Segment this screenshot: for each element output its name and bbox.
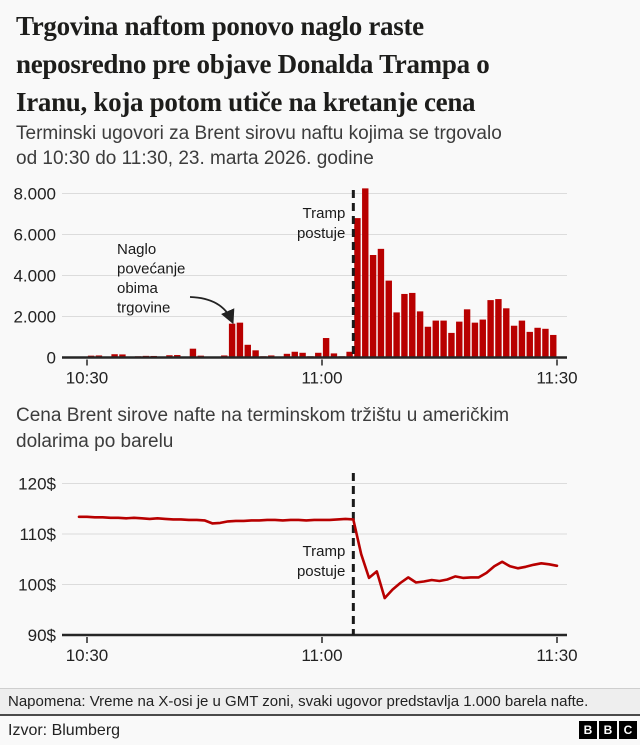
volume-bar xyxy=(409,292,416,358)
x-axis-label: 11:30 xyxy=(536,646,577,665)
footnote-text: Napomena: Vreme na X-osi je u GMT zoni, … xyxy=(8,693,589,710)
bbc-logo-letter: B xyxy=(579,721,597,739)
chart2-title-line: Cena Brent sirove nafte na terminskom tr… xyxy=(16,405,510,426)
title-line: neposredno pre objave Donalda Trampa o xyxy=(16,49,490,79)
source-row: Izvor: Blumberg B B C xyxy=(0,718,640,745)
volume-spike-label: obima xyxy=(117,280,159,297)
volume-bar xyxy=(456,321,463,358)
subtitle-line: Terminski ugovori za Brent sirovu naftu … xyxy=(16,123,502,144)
volume-bar xyxy=(330,353,338,358)
bbc-logo-letter: B xyxy=(599,721,617,739)
subtitle-line: od 10:30 do 11:30, 23. marta 2026. godin… xyxy=(16,148,374,169)
volume-bar xyxy=(244,344,251,358)
trump-posts-label: postuje xyxy=(297,225,345,242)
volume-bar xyxy=(315,352,322,358)
x-axis-label: 10:30 xyxy=(66,369,109,388)
y-axis-label: 4.000 xyxy=(13,267,56,286)
title-line: Iranu, koja potom utiče na kretanje cena xyxy=(16,87,476,117)
volume-bar xyxy=(299,352,306,358)
volume-bar xyxy=(393,312,400,358)
y-axis-label: 110$ xyxy=(19,525,56,544)
volume-chart-title: Terminski ugovori za Brent sirovu naftu … xyxy=(16,121,626,171)
volume-bar xyxy=(440,320,447,358)
chart2-title-line: dolarima po barelu xyxy=(16,431,174,452)
page-title: Trgovina naftom ponovo naglo raste nepos… xyxy=(16,7,624,121)
volume-spike-label: trgovine xyxy=(117,300,170,317)
volume-bar xyxy=(463,309,471,358)
volume-bar xyxy=(432,320,439,358)
y-axis-label: 2.000 xyxy=(13,308,56,327)
volume-bar xyxy=(526,331,533,358)
volume-bar xyxy=(377,248,385,358)
volume-bar xyxy=(291,351,298,358)
volume-bar xyxy=(424,326,432,358)
volume-bar xyxy=(362,188,369,358)
volume-bar xyxy=(550,334,557,358)
volume-bar xyxy=(495,299,502,358)
source-label: Izvor: Blumberg xyxy=(8,722,121,739)
y-axis-label: 100$ xyxy=(18,576,56,595)
volume-bar xyxy=(111,354,118,358)
volume-bar xyxy=(542,328,549,358)
volume-bar xyxy=(385,280,392,358)
y-axis-label: 0 xyxy=(47,349,56,368)
y-axis-label: 120$ xyxy=(18,475,56,494)
volume-bar xyxy=(322,338,330,358)
bbc-logo: B B C xyxy=(579,721,637,739)
volume-bar xyxy=(518,320,526,358)
volume-bar xyxy=(448,332,455,358)
volume-bar xyxy=(236,322,244,358)
footnote: Napomena: Vreme na X-osi je u GMT zoni, … xyxy=(0,688,640,716)
volume-bar xyxy=(228,323,236,358)
x-axis-label: 11:00 xyxy=(301,646,342,665)
volume-bar xyxy=(503,308,510,358)
volume-bar xyxy=(252,350,259,358)
title-line: Trgovina naftom ponovo naglo raste xyxy=(16,11,424,41)
volume-bar xyxy=(471,322,479,358)
volume-bar-chart: 0 2.000 4.000 6.000 8.000 10:30 11:00 11:30 Tram… xyxy=(13,185,577,388)
bbc-logo-letter: C xyxy=(619,721,637,739)
volume-bar xyxy=(487,300,494,358)
volume-bar xyxy=(119,354,126,358)
volume-bar xyxy=(479,319,486,358)
trump-posts-label: Tramp xyxy=(303,543,346,560)
trump-posts-label: Tramp xyxy=(303,205,346,222)
volume-bar xyxy=(283,353,291,358)
trump-posts-label: postuje xyxy=(297,563,345,580)
volume-bar xyxy=(189,348,197,358)
y-axis-label: 90$ xyxy=(28,626,57,645)
volume-bar xyxy=(346,351,353,358)
volume-bar xyxy=(416,311,424,358)
y-axis-label: 8.000 xyxy=(13,185,56,204)
volume-bar xyxy=(401,293,408,358)
annotation-arrow xyxy=(189,296,235,325)
volume-bar xyxy=(534,327,541,358)
volume-spike-label: povećanje xyxy=(117,261,185,278)
price-line xyxy=(77,515,559,600)
x-axis-label: 11:30 xyxy=(536,369,577,388)
volume-bar xyxy=(369,255,377,358)
x-axis-label: 11:00 xyxy=(301,369,342,388)
x-axis-label: 10:30 xyxy=(66,646,109,665)
volume-bar xyxy=(510,325,518,358)
volume-bar xyxy=(354,218,361,358)
price-line-chart: 90$ 100$ 110$ 120$ 10:30 11:00 11:30 Tramp postu… xyxy=(18,473,578,665)
price-chart-title: Cena Brent sirove nafte na terminskom tr… xyxy=(16,403,626,455)
y-axis-label: 6.000 xyxy=(13,226,56,245)
volume-spike-label: Naglo xyxy=(117,241,156,258)
